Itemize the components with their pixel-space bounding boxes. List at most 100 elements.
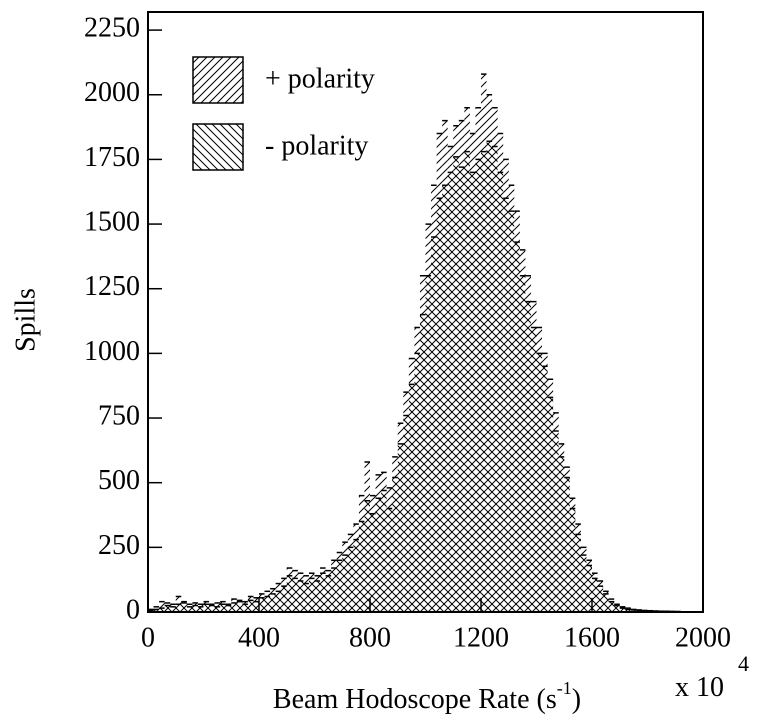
histogram-bar xyxy=(452,156,460,613)
histogram-bar xyxy=(213,606,221,613)
y-tick-label: 2250 xyxy=(84,13,140,44)
histogram-bar xyxy=(480,150,488,613)
x-multiplier: x 10 4 xyxy=(675,651,749,703)
histogram-bar xyxy=(286,575,294,613)
histogram-bar xyxy=(458,166,466,613)
histogram-bar xyxy=(291,577,299,613)
x-axis-label-text: Beam Hodoscope Rate (s xyxy=(273,684,557,715)
histogram-bar xyxy=(585,564,593,613)
histogram-bar xyxy=(613,604,621,613)
histogram-bar xyxy=(541,365,549,613)
legend-swatch xyxy=(192,56,244,104)
histogram-bar xyxy=(186,606,194,613)
histogram-bar xyxy=(546,396,554,613)
histogram-bar xyxy=(252,600,260,613)
legend-label: - polarity xyxy=(265,130,368,161)
x-axis-label-exponent: -1 xyxy=(557,678,572,698)
histogram-bar xyxy=(330,567,338,613)
histogram-bar xyxy=(419,313,427,613)
histogram-bar xyxy=(524,300,532,613)
histogram-bar xyxy=(308,577,316,613)
histogram-bar xyxy=(630,609,638,613)
histogram-bar xyxy=(230,602,238,613)
histogram-bar xyxy=(446,171,455,613)
x-tick-label: 1600 xyxy=(564,622,620,653)
y-tick-label: 750 xyxy=(98,400,140,431)
histogram-bar xyxy=(397,443,405,613)
histogram-bar xyxy=(474,158,482,613)
x-multiplier-base: x 10 xyxy=(675,672,724,703)
histogram-bar xyxy=(624,608,632,613)
histogram-bar xyxy=(241,603,249,613)
histogram-bar xyxy=(619,607,627,613)
histogram-bar xyxy=(358,520,366,613)
histogram-bar xyxy=(496,171,504,613)
y-tick-label: 1500 xyxy=(84,206,140,237)
x-tick-label: 0 xyxy=(141,622,155,653)
histogram-bar xyxy=(424,275,432,613)
x-tick-label: 1200 xyxy=(453,622,509,653)
y-tick-label: 2000 xyxy=(84,77,140,108)
histogram-bar xyxy=(569,507,577,613)
histogram-bar xyxy=(219,603,227,613)
histogram-bar xyxy=(602,593,610,613)
histogram-bar xyxy=(236,600,244,613)
y-axis-label: Spills xyxy=(10,288,41,352)
histogram-bar xyxy=(519,275,527,613)
histogram-bar xyxy=(369,512,377,613)
histogram-bar xyxy=(263,595,271,613)
histogram-bar xyxy=(152,608,160,613)
histogram-bar xyxy=(163,604,171,613)
histogram-bar xyxy=(596,585,604,613)
histogram-bar xyxy=(297,580,305,613)
histogram-bar xyxy=(574,533,582,613)
histogram-bar xyxy=(302,582,310,613)
histogram-bar xyxy=(158,600,166,613)
histogram-bar xyxy=(557,456,566,613)
histogram-bar xyxy=(485,140,493,613)
histogram-bar xyxy=(513,241,521,613)
histogram-bar xyxy=(191,604,199,613)
histogram-bar xyxy=(269,593,277,613)
histogram-bar xyxy=(508,210,516,613)
histogram-bar xyxy=(202,603,210,613)
histogram-bar xyxy=(180,602,188,613)
y-tick-label: 1250 xyxy=(84,271,140,302)
plot-frame xyxy=(147,11,704,613)
histogram-bar xyxy=(413,352,421,613)
legend-label: + polarity xyxy=(265,63,375,94)
x-tick-label: 2000 xyxy=(675,622,731,653)
histogram-bar xyxy=(208,604,216,613)
histogram-bar xyxy=(530,326,538,613)
histogram-bar xyxy=(463,150,471,613)
histogram-bar xyxy=(469,171,477,613)
x-axis-label: Beam Hodoscope Rate (s-1) xyxy=(273,678,581,715)
x-tick-label: 800 xyxy=(349,622,391,653)
histogram-bar xyxy=(324,575,332,613)
histogram-bar xyxy=(197,606,205,613)
histogram-bar xyxy=(247,599,255,613)
x-multiplier-exponent: 4 xyxy=(738,651,749,676)
histogram-bar xyxy=(175,603,183,613)
histogram-bar xyxy=(385,507,393,613)
histogram-bar xyxy=(502,197,510,613)
y-tick-label: 250 xyxy=(98,530,140,561)
histogram-bar xyxy=(280,585,288,613)
histogram-bar xyxy=(563,476,571,613)
histogram-bar xyxy=(607,600,615,613)
histogram-bar xyxy=(552,430,560,613)
histogram-bar xyxy=(580,554,588,613)
y-tick-label: 1000 xyxy=(84,336,140,367)
histogram-bar xyxy=(380,489,388,613)
histogram-bar xyxy=(341,554,349,613)
histogram-bar xyxy=(169,606,177,613)
histogram-bar xyxy=(158,607,166,613)
legend-swatch xyxy=(192,123,244,171)
histogram-bar xyxy=(591,577,599,613)
y-tick-label: 500 xyxy=(98,465,140,496)
histogram-bar xyxy=(319,572,327,613)
histogram-bar xyxy=(491,145,499,613)
histogram-bar xyxy=(402,414,410,613)
